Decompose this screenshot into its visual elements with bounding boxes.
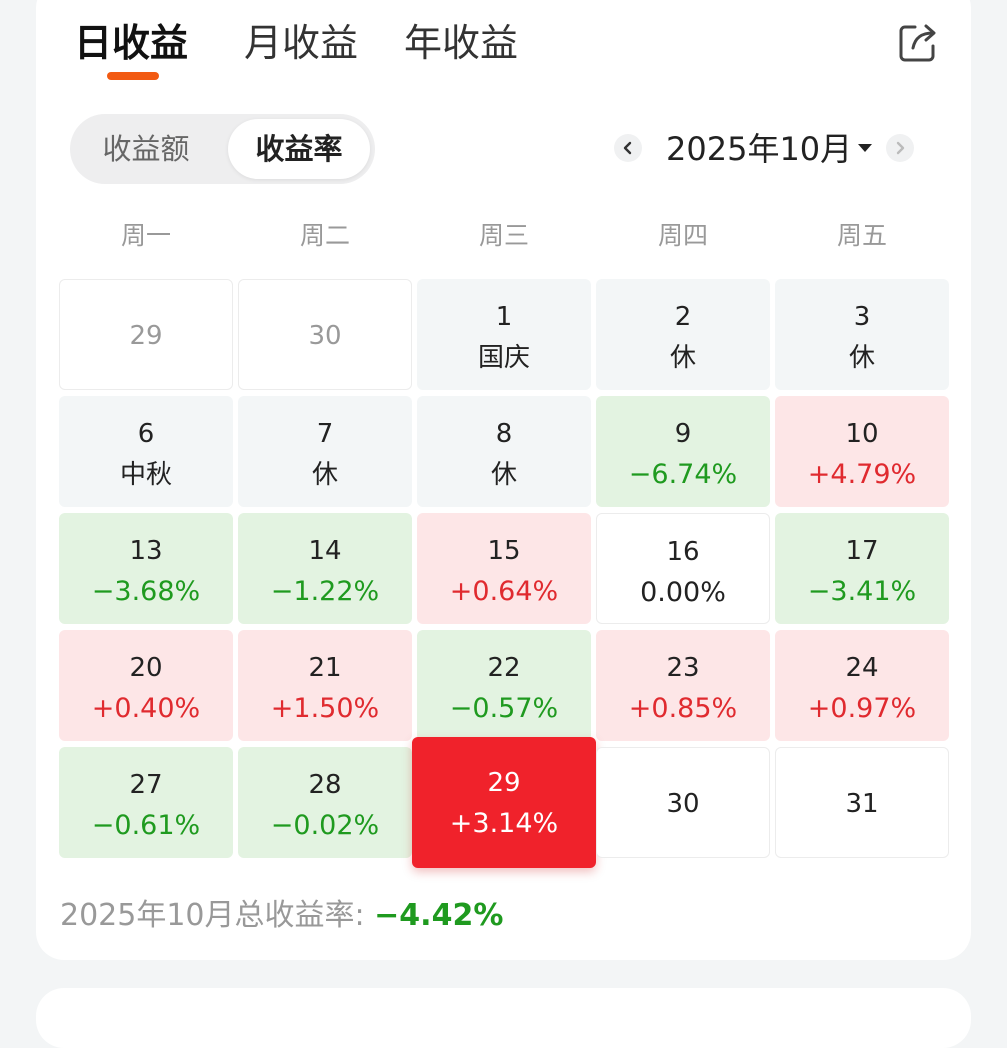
holiday-label: 中秋 [119, 460, 172, 490]
calendar-day-cell[interactable]: 6 中秋 [59, 396, 233, 507]
calendar-day-cell[interactable]: 14 −1.22% [238, 513, 412, 624]
daily-return: 0.00% [640, 577, 726, 608]
day-number: 29 [487, 768, 521, 798]
day-number: 30 [308, 321, 342, 351]
weekday-fri: 周五 [836, 221, 887, 250]
day-number: 1 [495, 302, 513, 332]
chevron-left-icon [623, 141, 632, 155]
calendar-day-cell[interactable]: 20 +0.40% [59, 630, 233, 741]
daily-return: −0.02% [270, 810, 380, 841]
holiday-label: 休 [848, 343, 875, 373]
daily-return: −3.41% [807, 576, 917, 607]
calendar-day-cell[interactable]: 17 −3.41% [775, 513, 949, 624]
day-number: 15 [487, 536, 521, 566]
holiday-label: 休 [490, 460, 517, 490]
weekday-wed: 周三 [478, 221, 529, 250]
prev-month-button[interactable] [614, 134, 642, 162]
day-number: 29 [129, 321, 163, 351]
summary-value: −4.42% [374, 898, 504, 933]
daily-return: +1.50% [270, 693, 380, 724]
daily-return: −0.57% [449, 693, 559, 724]
daily-return: −0.61% [91, 810, 201, 841]
daily-return: +0.85% [628, 693, 738, 724]
tab-yearly[interactable]: 年收益 [404, 21, 519, 65]
daily-return: −6.74% [628, 459, 738, 490]
day-number: 28 [308, 770, 342, 800]
month-label: 2025年10月 [666, 130, 853, 168]
day-number: 31 [845, 789, 879, 819]
holiday-label: 休 [311, 460, 338, 490]
calendar-day-cell[interactable]: 22 −0.57% [417, 630, 591, 741]
holiday-label: 休 [669, 343, 696, 373]
day-number: 30 [666, 789, 700, 819]
day-number: 23 [666, 653, 700, 683]
day-number: 17 [845, 536, 879, 566]
calendar-day-cell[interactable]: 13 −3.68% [59, 513, 233, 624]
calendar-day-cell[interactable]: 21 +1.50% [238, 630, 412, 741]
calendar-day-cell[interactable]: 9 −6.74% [596, 396, 770, 507]
daily-return: −1.22% [270, 576, 380, 607]
daily-return: +0.97% [807, 693, 917, 724]
daily-return: +0.64% [449, 576, 559, 607]
calendar-day-cell[interactable]: 23 +0.85% [596, 630, 770, 741]
day-number: 3 [853, 302, 871, 332]
day-number: 20 [129, 653, 163, 683]
weekday-mon: 周一 [120, 221, 171, 250]
calendar-day-cell[interactable]: 10 +4.79% [775, 396, 949, 507]
summary-label: 2025年10月总收益率: [60, 898, 375, 933]
calendar-day-cell[interactable]: 16 0.00% [596, 513, 770, 624]
holiday-label: 国庆 [477, 343, 530, 373]
calendar-day-cell[interactable]: 24 +0.97% [775, 630, 949, 741]
calendar-day-cell[interactable]: 31 [775, 747, 949, 858]
day-number: 9 [674, 419, 692, 449]
day-number: 8 [495, 419, 513, 449]
day-number: 27 [129, 770, 163, 800]
month-picker[interactable]: 2025年10月 [666, 128, 873, 170]
calendar-day-cell[interactable]: 27 −0.61% [59, 747, 233, 858]
next-card [36, 988, 971, 1048]
day-number: 24 [845, 653, 879, 683]
daily-return: +4.79% [807, 459, 917, 490]
weekday-tue: 周二 [299, 221, 350, 250]
monthly-summary: 2025年10月总收益率: −4.42% [60, 890, 503, 934]
day-number: 6 [137, 419, 155, 449]
calendar-day-cell[interactable]: 30 [238, 279, 412, 390]
tab-monthly[interactable]: 月收益 [244, 21, 359, 65]
day-number: 22 [487, 653, 521, 683]
metric-segmented-control: 收益额 收益率 [70, 114, 375, 184]
day-number: 7 [316, 419, 334, 449]
chevron-right-icon [896, 141, 905, 155]
active-tab-indicator [107, 72, 159, 80]
day-number: 16 [666, 537, 700, 567]
calendar-day-cell[interactable]: 30 [596, 747, 770, 858]
caret-down-icon [858, 144, 873, 152]
weekday-thu: 周四 [657, 221, 708, 250]
next-month-button[interactable] [886, 134, 914, 162]
calendar-day-cell[interactable]: 29 +3.14% [412, 737, 596, 868]
calendar-day-cell[interactable]: 15 +0.64% [417, 513, 591, 624]
calendar-day-cell[interactable]: 28 −0.02% [238, 747, 412, 858]
calendar-day-cell[interactable]: 29 [59, 279, 233, 390]
daily-return: +0.40% [91, 693, 201, 724]
day-number: 14 [308, 536, 342, 566]
daily-return: +3.14% [449, 808, 559, 839]
day-number: 10 [845, 419, 879, 449]
rate-toggle[interactable]: 收益率 [228, 119, 370, 179]
amount-toggle[interactable]: 收益额 [102, 132, 190, 166]
daily-return: −3.68% [91, 576, 201, 607]
day-number: 13 [129, 536, 163, 566]
day-number: 2 [674, 302, 692, 332]
day-number: 21 [308, 653, 342, 683]
calendar-day-cell[interactable]: 1 国庆 [417, 279, 591, 390]
tab-daily[interactable]: 日收益 [74, 21, 189, 65]
share-icon[interactable] [897, 22, 939, 64]
